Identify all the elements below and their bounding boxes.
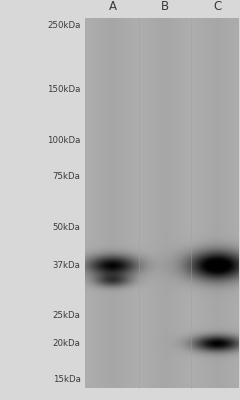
Text: 37kDa: 37kDa (53, 261, 80, 270)
Text: 150kDa: 150kDa (47, 85, 80, 94)
Text: 75kDa: 75kDa (53, 172, 80, 181)
Text: A: A (109, 0, 117, 13)
Text: 15kDa: 15kDa (53, 375, 80, 384)
Text: 25kDa: 25kDa (53, 310, 80, 320)
FancyBboxPatch shape (85, 18, 239, 388)
Text: C: C (213, 0, 222, 13)
Text: 100kDa: 100kDa (47, 136, 80, 145)
Text: B: B (161, 0, 169, 13)
Text: 50kDa: 50kDa (53, 223, 80, 232)
Text: 20kDa: 20kDa (53, 339, 80, 348)
Text: 250kDa: 250kDa (47, 21, 80, 30)
